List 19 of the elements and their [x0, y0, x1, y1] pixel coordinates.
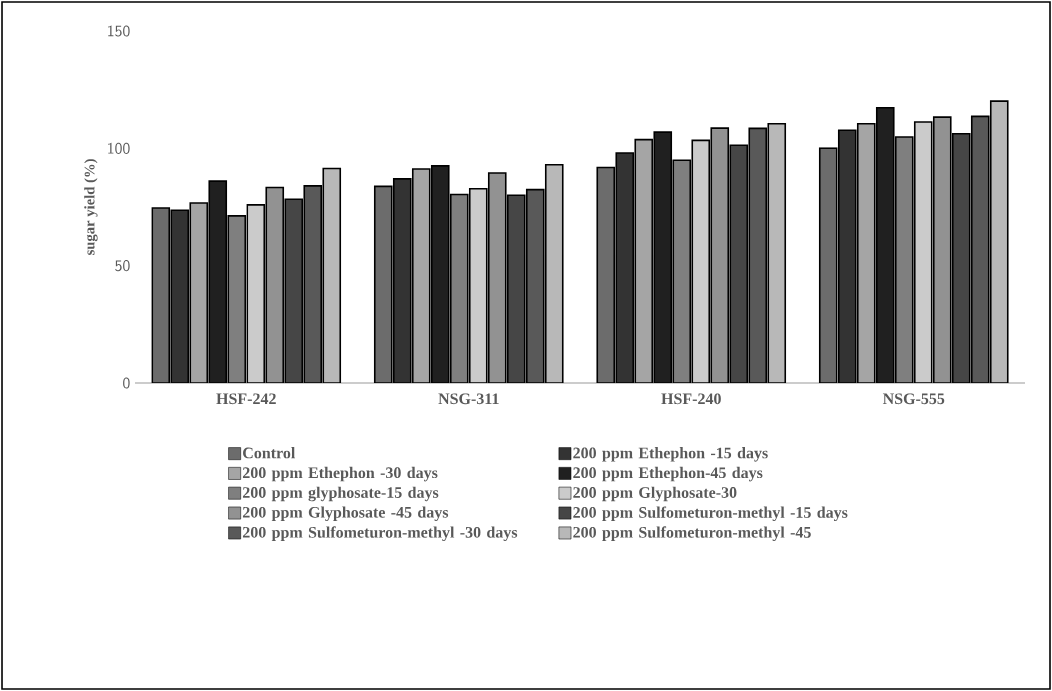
legend-label: 200 ppm Ethephon-45 days	[573, 466, 763, 482]
y-axis-title: sugar yield (%)	[84, 159, 98, 256]
legend-label: 200 ppm Ethephon -15 days	[573, 447, 768, 462]
legend-label: Control	[243, 447, 296, 459]
x-tick-label: NSG-555	[882, 393, 945, 405]
x-tick-label: NSG-311	[438, 393, 499, 405]
y-tick-label: 150	[108, 25, 130, 37]
legend-label: 200 ppm Ethephon -30 days	[242, 466, 438, 482]
legend-label: 200 ppm Sulfometuron-methyl -45	[573, 526, 811, 542]
legend-label: 200 ppm Sulfometuron-methyl -15 days	[573, 506, 848, 522]
y-tick-label: 50	[115, 260, 130, 272]
legend-label: 200 ppm glyphosate-15 days	[242, 486, 439, 502]
legend-label: 200 ppm Glyphosate-30	[573, 486, 737, 502]
legend-label: 200 ppm Glyphosate -45 days	[242, 506, 449, 522]
x-tick-label: HSF-242	[216, 393, 276, 405]
y-tick-label: 100	[108, 142, 130, 154]
y-tick-label: 0	[123, 377, 130, 389]
x-tick-label: HSF-240	[661, 393, 721, 405]
legend-label: 200 ppm Sulfometuron-methyl -30 days	[242, 526, 518, 542]
